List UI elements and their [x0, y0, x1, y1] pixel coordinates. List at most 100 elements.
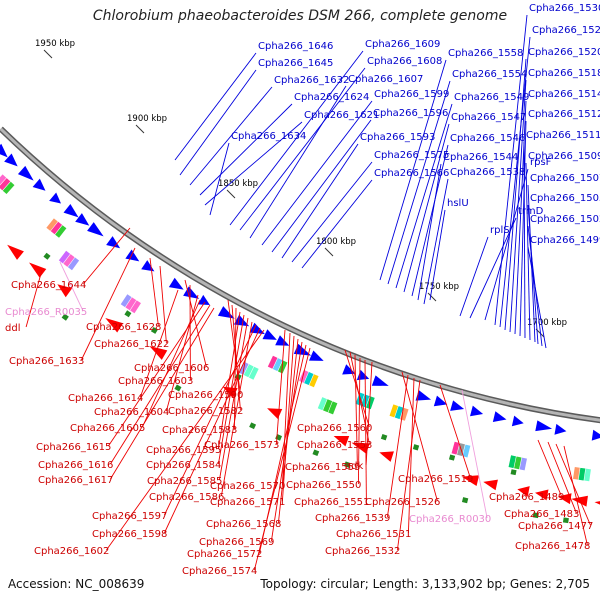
forward-gene-arrow	[309, 350, 324, 361]
cog-block	[243, 364, 254, 378]
forward-leader-line	[281, 143, 359, 259]
cog-block	[277, 360, 288, 374]
forward-leader-line	[199, 103, 293, 196]
forward-gene-label: Cpha266_1549	[454, 92, 529, 103]
forward-gene-label: Cpha266_1507	[530, 173, 600, 184]
forward-gene-label: Cpha266_1632	[274, 75, 349, 86]
forward-leader-line	[249, 85, 347, 239]
reverse-leader-line	[253, 347, 311, 571]
cog-block	[328, 401, 338, 415]
map-title: Chlorobium phaeobacteroides DSM 266, com…	[92, 8, 508, 24]
reverse-leader-line	[357, 357, 361, 485]
forward-gene-arrow	[168, 277, 184, 290]
cog-block	[55, 225, 67, 238]
reverse-gene-label: Cpha266_1478	[515, 541, 590, 552]
reverse-gene-label: Cpha266_1489	[489, 492, 564, 503]
forward-leader-line	[459, 236, 489, 317]
forward-gene-label: Cpha266_1502	[530, 214, 600, 225]
reverse-leader-line	[59, 261, 84, 312]
reverse-gene-arrow	[267, 408, 283, 420]
reverse-gene-label: Cpha266_1597	[92, 511, 167, 522]
reverse-gene-label: Cpha266_1560	[297, 423, 372, 434]
cog-block	[0, 178, 11, 191]
forward-gene-label: Cpha266_1546	[450, 133, 525, 144]
reverse-gene-label: Cpha266_1615	[36, 442, 111, 453]
forward-gene-label: Cpha266_1566	[374, 168, 449, 179]
forward-gene-arrow	[63, 204, 79, 218]
label-leaders	[25, 14, 591, 571]
rna-feature-mark	[448, 454, 456, 461]
reverse-gene-label: Cpha266_1539	[315, 513, 390, 524]
reverse-gene-label: Cpha266_1603	[118, 376, 193, 387]
forward-gene-label: Cpha266_1518	[528, 68, 600, 79]
forward-gene-arrow	[4, 153, 18, 167]
reverse-gene-label: Cpha266_1572	[187, 549, 262, 560]
forward-gene-arrow	[511, 415, 524, 427]
rna-feature-mark	[562, 517, 569, 524]
forward-gene-arrow	[433, 395, 448, 407]
forward-gene-arrow	[125, 249, 140, 262]
forward-gene-arrow	[470, 405, 484, 417]
cog-block	[508, 455, 516, 469]
cog-block	[514, 456, 522, 470]
rna-feature-mark	[412, 444, 420, 451]
reverse-gene-label: Cpha266_1628	[86, 322, 161, 333]
forward-leader-line	[519, 120, 527, 337]
forward-gene-label: Cpha266_1538	[450, 167, 525, 178]
reverse-leader-line	[401, 371, 438, 502]
forward-gene-arrow	[87, 222, 104, 237]
forward-gene-label: rpsF	[530, 157, 552, 168]
forward-leader-line	[527, 184, 536, 343]
forward-leader-line	[423, 178, 449, 305]
reverse-leader-line	[149, 257, 159, 327]
forward-leader-line	[527, 246, 547, 349]
cog-block	[519, 457, 527, 471]
reverse-gene-arrow	[461, 475, 480, 486]
reverse-gene-arrow	[351, 442, 370, 454]
rna-feature-mark	[532, 512, 539, 519]
rna-gene-label: Cpha266_R0030	[409, 514, 491, 525]
reverse-leader-line	[108, 301, 206, 447]
forward-gene-arrow	[17, 165, 34, 181]
scale-tick-label: 1700 kbp	[527, 318, 567, 328]
reverse-gene-label: Cpha266_1595	[146, 445, 221, 456]
reverse-gene-arrow	[57, 284, 73, 298]
reverse-gene-arrow	[29, 262, 47, 278]
reverse-leader-line	[110, 304, 211, 465]
cog-block	[389, 404, 399, 418]
forward-leader-line	[229, 50, 364, 226]
forward-gene-arrow	[293, 343, 312, 356]
rna-feature-mark	[312, 449, 320, 457]
forward-gene-label: Cpha266_1575	[374, 150, 449, 161]
cog-block	[323, 399, 333, 413]
summary-text: Topology: circular; Length: 3,133,902 bp…	[260, 577, 590, 591]
reverse-gene-label: Cpha266_1614	[68, 393, 143, 404]
reverse-gene-label: adk	[345, 461, 363, 472]
forward-gene-arrow	[262, 329, 277, 340]
reverse-leader-line	[461, 389, 488, 519]
reverse-leader-line	[139, 289, 179, 398]
forward-gene-arrow	[275, 335, 290, 346]
forward-gene-label: Cpha266_1499	[530, 235, 600, 246]
forward-gene-arrow	[183, 286, 200, 299]
forward-leader-line	[411, 144, 449, 297]
forward-gene-arrow	[415, 390, 432, 401]
cog-block	[58, 250, 71, 264]
reverse-gene-label: Cpha266_1519	[398, 474, 473, 485]
forward-leader-line	[484, 168, 529, 321]
rna-feature-mark	[124, 310, 132, 318]
forward-leader-line	[261, 100, 373, 246]
reverse-leader-line	[184, 279, 207, 368]
reverse-gene-label: Cpha266_1531	[336, 529, 411, 540]
forward-gene-arrow	[554, 423, 567, 435]
cog-block	[63, 254, 75, 267]
reverse-leader-line	[80, 247, 136, 361]
forward-gene-label: Cpha266_1599	[374, 89, 449, 100]
forward-gene-label: trmD	[518, 206, 544, 217]
forward-leader-line	[514, 100, 527, 335]
cog-block	[309, 374, 319, 388]
forward-gene-arrow	[75, 213, 90, 226]
forward-gene-label: Cpha266_1596	[373, 108, 448, 119]
reverse-leader-line	[165, 294, 199, 412]
